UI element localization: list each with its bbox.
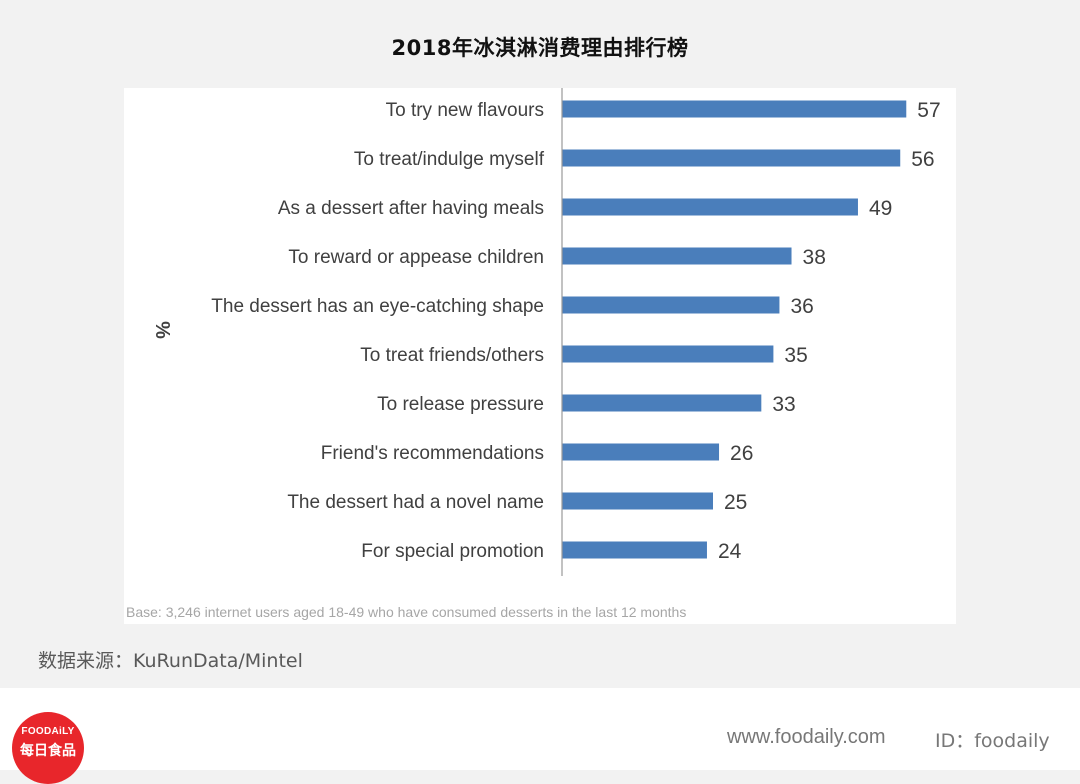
chart-panel: To try new flavours To treat/indulge myse… xyxy=(124,88,956,624)
bar xyxy=(562,345,774,363)
foodaily-logo: FOODAiLY 每日食品 xyxy=(12,712,84,784)
bar xyxy=(562,296,780,314)
category-label: To try new flavours xyxy=(386,100,544,121)
y-axis-label: % xyxy=(151,321,173,339)
category-labels: To try new flavours To treat/indulge myse… xyxy=(211,100,544,562)
footer: FOODAiLY 每日食品 www.foodaily.com ID：foodai… xyxy=(0,688,1080,784)
bar xyxy=(562,198,858,216)
value-label: 26 xyxy=(730,442,753,465)
bars xyxy=(562,100,907,559)
category-label: The dessert has an eye-catching shape xyxy=(211,296,544,317)
value-label: 25 xyxy=(724,491,747,514)
value-label: 33 xyxy=(772,393,795,416)
bar xyxy=(562,394,762,412)
bar xyxy=(562,100,907,118)
category-label: The dessert had a novel name xyxy=(287,492,544,513)
category-label: To treat/indulge myself xyxy=(354,149,545,170)
value-label: 24 xyxy=(718,540,742,563)
data-source: 数据来源：KuRunData/Mintel xyxy=(38,650,303,672)
category-label: To treat friends/others xyxy=(360,345,544,366)
chart-title: 2018年冰淇淋消费理由排行榜 xyxy=(391,36,689,60)
category-label: As a dessert after having meals xyxy=(278,198,544,219)
bar xyxy=(562,541,707,559)
bar xyxy=(562,247,792,265)
value-label: 38 xyxy=(803,246,826,269)
bar-chart: To try new flavours To treat/indulge myse… xyxy=(151,88,941,576)
value-label: 36 xyxy=(790,295,813,318)
value-label: 49 xyxy=(869,197,892,220)
logo-text-cn: 每日食品 xyxy=(20,743,76,759)
logo-text-en: FOODAiLY xyxy=(21,726,75,737)
category-label: For special promotion xyxy=(361,541,544,562)
category-label: Friend's recommendations xyxy=(321,443,544,464)
value-labels: 57 56 49 38 36 35 33 26 25 24 xyxy=(718,99,941,563)
value-label: 57 xyxy=(917,99,940,122)
bar xyxy=(562,149,901,167)
base-note: Base: 3,246 internet users aged 18-49 wh… xyxy=(126,604,687,620)
bar xyxy=(562,443,720,461)
category-label: To reward or appease children xyxy=(288,247,544,268)
website-link[interactable]: www.foodaily.com xyxy=(727,726,886,748)
value-label: 35 xyxy=(784,344,807,367)
account-id: ID：foodaily xyxy=(935,730,1050,752)
bar xyxy=(562,492,713,510)
category-label: To release pressure xyxy=(377,394,544,415)
value-label: 56 xyxy=(911,148,934,171)
